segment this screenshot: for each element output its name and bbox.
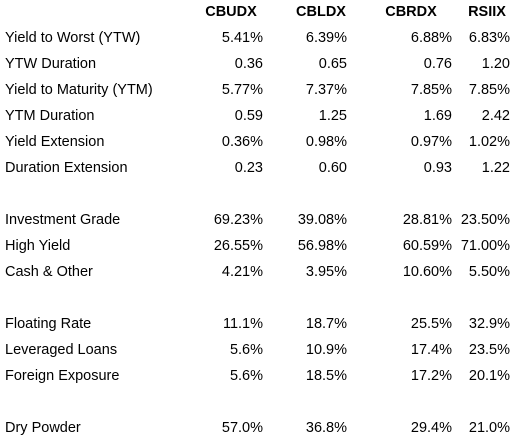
cell-value: 6.88% xyxy=(410,30,452,46)
row-label: Floating Rate xyxy=(5,316,92,332)
cell-value: 56.98% xyxy=(297,238,347,254)
cell-value: 18.5% xyxy=(305,368,347,384)
cell-value: 0.98% xyxy=(305,134,347,150)
row-label: Yield to Maturity (YTM) xyxy=(5,82,153,98)
row-label: Duration Extension xyxy=(5,160,128,176)
row-label: Dry Powder xyxy=(5,420,81,436)
cell-value: 71.00% xyxy=(460,238,510,254)
cell-value: 10.60% xyxy=(402,264,452,280)
cell-value: 20.1% xyxy=(468,368,510,384)
cell-value: 5.6% xyxy=(229,342,263,358)
cell-value: 7.85% xyxy=(468,82,510,98)
cell-value: 2.42 xyxy=(481,108,510,124)
cell-value: 5.77% xyxy=(221,82,263,98)
row-label: Investment Grade xyxy=(5,212,121,228)
cell-value: 4.21% xyxy=(221,264,263,280)
cell-value: 23.5% xyxy=(468,342,510,358)
cell-value: 39.08% xyxy=(297,212,347,228)
cell-value: 7.37% xyxy=(305,82,347,98)
cell-value: 5.50% xyxy=(468,264,510,280)
cell-value: 0.23 xyxy=(234,160,263,176)
cell-value: 0.97% xyxy=(410,134,452,150)
cell-value: 21.0% xyxy=(468,420,510,436)
cell-value: 32.9% xyxy=(468,316,510,332)
row-label: Leveraged Loans xyxy=(5,342,118,358)
cell-value: 60.59% xyxy=(402,238,452,254)
cell-value: 1.22 xyxy=(481,160,510,176)
row-label: Yield Extension xyxy=(5,134,105,150)
cell-value: 0.76 xyxy=(423,56,452,72)
cell-value: 1.69 xyxy=(423,108,452,124)
cell-value: 29.4% xyxy=(410,420,452,436)
row-label: YTM Duration xyxy=(5,108,95,124)
cell-value: 0.59 xyxy=(234,108,263,124)
cell-value: 0.36 xyxy=(234,56,263,72)
cell-value: 18.7% xyxy=(305,316,347,332)
cell-value: 10.9% xyxy=(305,342,347,358)
column-header: CBLDX xyxy=(296,4,346,20)
row-label: Foreign Exposure xyxy=(5,368,120,384)
cell-value: 1.25 xyxy=(318,108,347,124)
row-label: High Yield xyxy=(5,238,71,254)
row-label: Yield to Worst (YTW) xyxy=(5,30,141,46)
cell-value: 5.6% xyxy=(229,368,263,384)
cell-value: 5.41% xyxy=(221,30,263,46)
row-label: Cash & Other xyxy=(5,264,93,280)
cell-value: 36.8% xyxy=(305,420,347,436)
cell-value: 25.5% xyxy=(410,316,452,332)
cell-value: 28.81% xyxy=(402,212,452,228)
cell-value: 0.93 xyxy=(423,160,452,176)
cell-value: 1.02% xyxy=(468,134,510,150)
cell-value: 6.83% xyxy=(468,30,510,46)
cell-value: 23.50% xyxy=(460,212,510,228)
cell-value: 69.23% xyxy=(213,212,263,228)
cell-value: 6.39% xyxy=(305,30,347,46)
cell-value: 26.55% xyxy=(213,238,263,254)
cell-value: 0.65 xyxy=(318,56,347,72)
cell-value: 7.85% xyxy=(410,82,452,98)
cell-value: 0.36% xyxy=(221,134,263,150)
cell-value: 11.1% xyxy=(222,316,263,332)
column-header: RSIIX xyxy=(468,4,506,20)
row-label: YTW Duration xyxy=(5,56,97,72)
cell-value: 3.95% xyxy=(305,264,347,280)
cell-value: 17.2% xyxy=(410,368,452,384)
cell-value: 17.4% xyxy=(410,342,452,358)
cell-value: 57.0% xyxy=(221,420,263,436)
cell-value: 0.60 xyxy=(318,160,347,176)
column-header: CBRDX xyxy=(385,4,437,20)
cell-value: 1.20 xyxy=(481,56,510,72)
column-header: CBUDX xyxy=(205,4,257,20)
